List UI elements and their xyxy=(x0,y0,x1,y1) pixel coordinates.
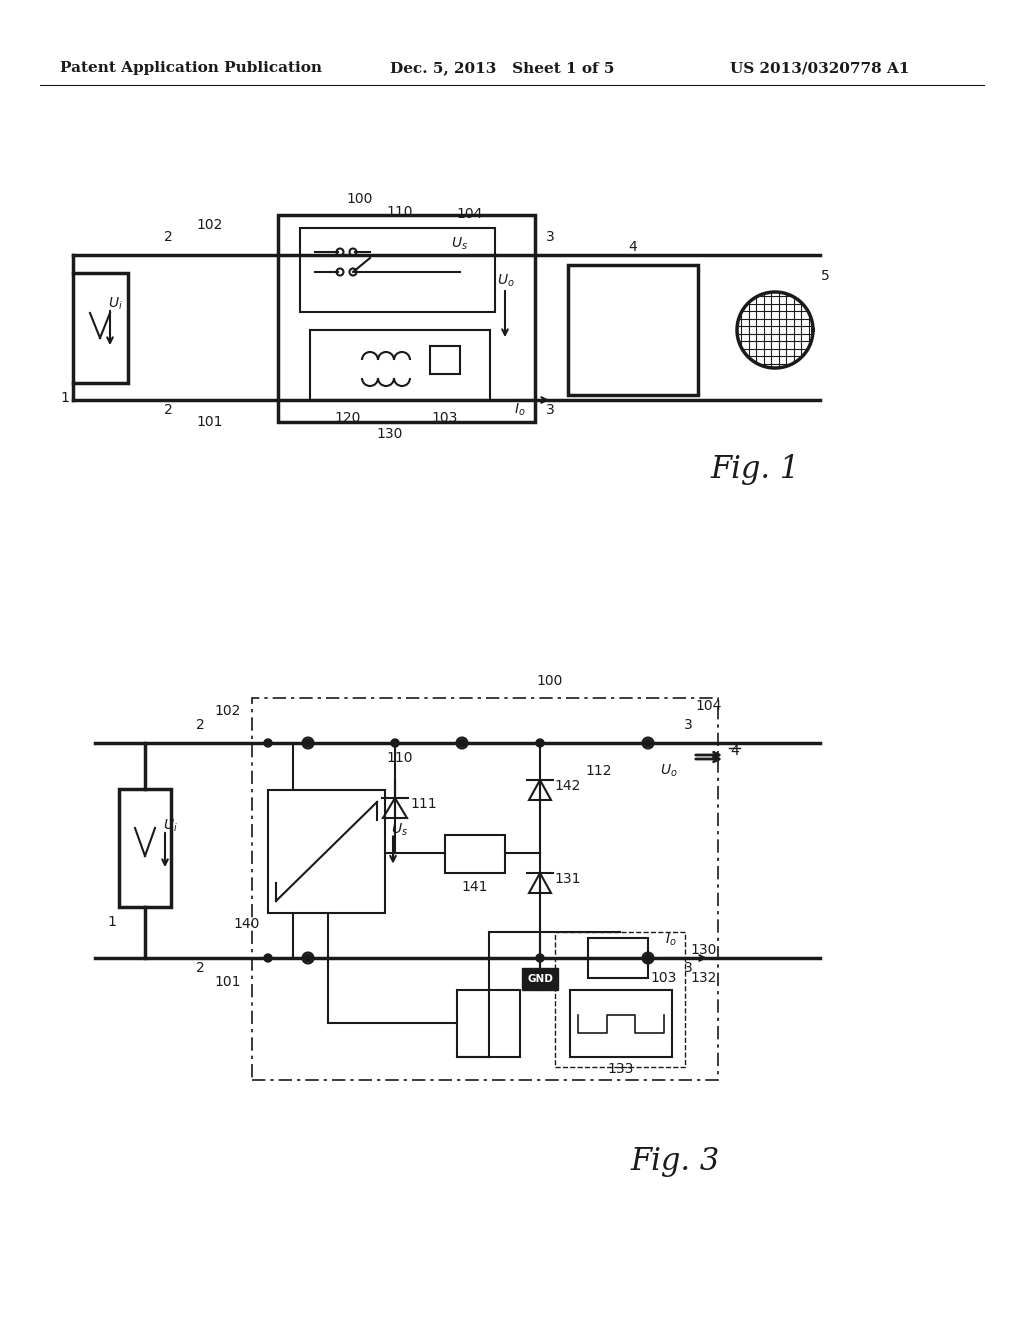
Text: $U_i$: $U_i$ xyxy=(108,296,123,313)
Bar xyxy=(278,215,535,422)
Circle shape xyxy=(304,954,312,962)
Circle shape xyxy=(264,739,272,747)
Text: 4: 4 xyxy=(629,240,637,253)
Text: 3: 3 xyxy=(684,961,692,975)
Text: $U_o$: $U_o$ xyxy=(497,273,515,289)
Text: 100: 100 xyxy=(537,675,563,688)
Text: $U_s$: $U_s$ xyxy=(391,821,408,838)
Text: 104: 104 xyxy=(695,700,721,713)
Text: 130: 130 xyxy=(690,942,717,957)
Text: 110: 110 xyxy=(387,205,414,219)
Text: 132: 132 xyxy=(690,972,717,985)
Bar xyxy=(445,836,505,873)
Text: 2: 2 xyxy=(164,230,172,244)
Bar xyxy=(268,789,385,913)
Bar xyxy=(555,932,685,1067)
Bar xyxy=(457,990,520,1057)
Text: $U_o$: $U_o$ xyxy=(660,763,678,779)
Text: 2: 2 xyxy=(164,403,172,417)
Text: US 2013/0320778 A1: US 2013/0320778 A1 xyxy=(730,61,909,75)
Text: 100: 100 xyxy=(347,191,373,206)
Bar xyxy=(588,939,648,978)
Text: $U_i$: $U_i$ xyxy=(163,818,178,834)
Text: 102: 102 xyxy=(197,218,223,232)
Circle shape xyxy=(536,954,544,962)
Bar xyxy=(310,330,490,400)
Text: Patent Application Publication: Patent Application Publication xyxy=(60,61,322,75)
Bar xyxy=(119,789,171,907)
Circle shape xyxy=(644,739,652,747)
Text: 5: 5 xyxy=(821,269,829,282)
Text: 120: 120 xyxy=(335,411,361,425)
Text: 101: 101 xyxy=(197,414,223,429)
Text: 112: 112 xyxy=(585,764,611,777)
Text: 3: 3 xyxy=(546,403,554,417)
Text: $I_o$: $I_o$ xyxy=(665,932,677,948)
Text: 111: 111 xyxy=(410,797,436,810)
Text: 3: 3 xyxy=(546,230,554,244)
Text: 1: 1 xyxy=(60,391,70,405)
Text: $I_o$: $I_o$ xyxy=(514,403,525,418)
Circle shape xyxy=(536,739,544,747)
Bar xyxy=(568,265,698,395)
Text: 140: 140 xyxy=(233,917,260,931)
Text: 133: 133 xyxy=(608,1063,634,1076)
Text: 103: 103 xyxy=(650,972,677,985)
Bar xyxy=(73,273,128,383)
Bar xyxy=(430,346,460,374)
Text: $U_s$: $U_s$ xyxy=(452,236,469,252)
Text: Dec. 5, 2013   Sheet 1 of 5: Dec. 5, 2013 Sheet 1 of 5 xyxy=(390,61,614,75)
Text: 141: 141 xyxy=(462,880,488,894)
Text: GND: GND xyxy=(527,974,553,983)
Text: Fig. 3: Fig. 3 xyxy=(630,1146,719,1177)
Text: 2: 2 xyxy=(196,961,205,975)
Text: 2: 2 xyxy=(196,718,205,733)
Text: Fig. 1: Fig. 1 xyxy=(710,454,800,484)
Text: 103: 103 xyxy=(432,411,458,425)
Text: 4: 4 xyxy=(730,744,738,758)
Text: 131: 131 xyxy=(554,873,581,886)
Text: 101: 101 xyxy=(215,975,242,989)
Circle shape xyxy=(304,739,312,747)
Text: 110: 110 xyxy=(387,751,414,766)
Text: 130: 130 xyxy=(377,426,403,441)
Text: 142: 142 xyxy=(554,779,581,793)
Bar xyxy=(300,228,495,312)
Circle shape xyxy=(264,954,272,962)
Text: 3: 3 xyxy=(684,718,692,733)
Bar xyxy=(570,990,672,1057)
Circle shape xyxy=(458,739,466,747)
Bar xyxy=(522,968,558,990)
Text: 102: 102 xyxy=(215,704,242,718)
Circle shape xyxy=(391,739,399,747)
Bar xyxy=(252,698,718,1080)
Circle shape xyxy=(644,954,652,962)
Text: 1: 1 xyxy=(108,915,116,929)
Text: 104: 104 xyxy=(457,207,483,220)
